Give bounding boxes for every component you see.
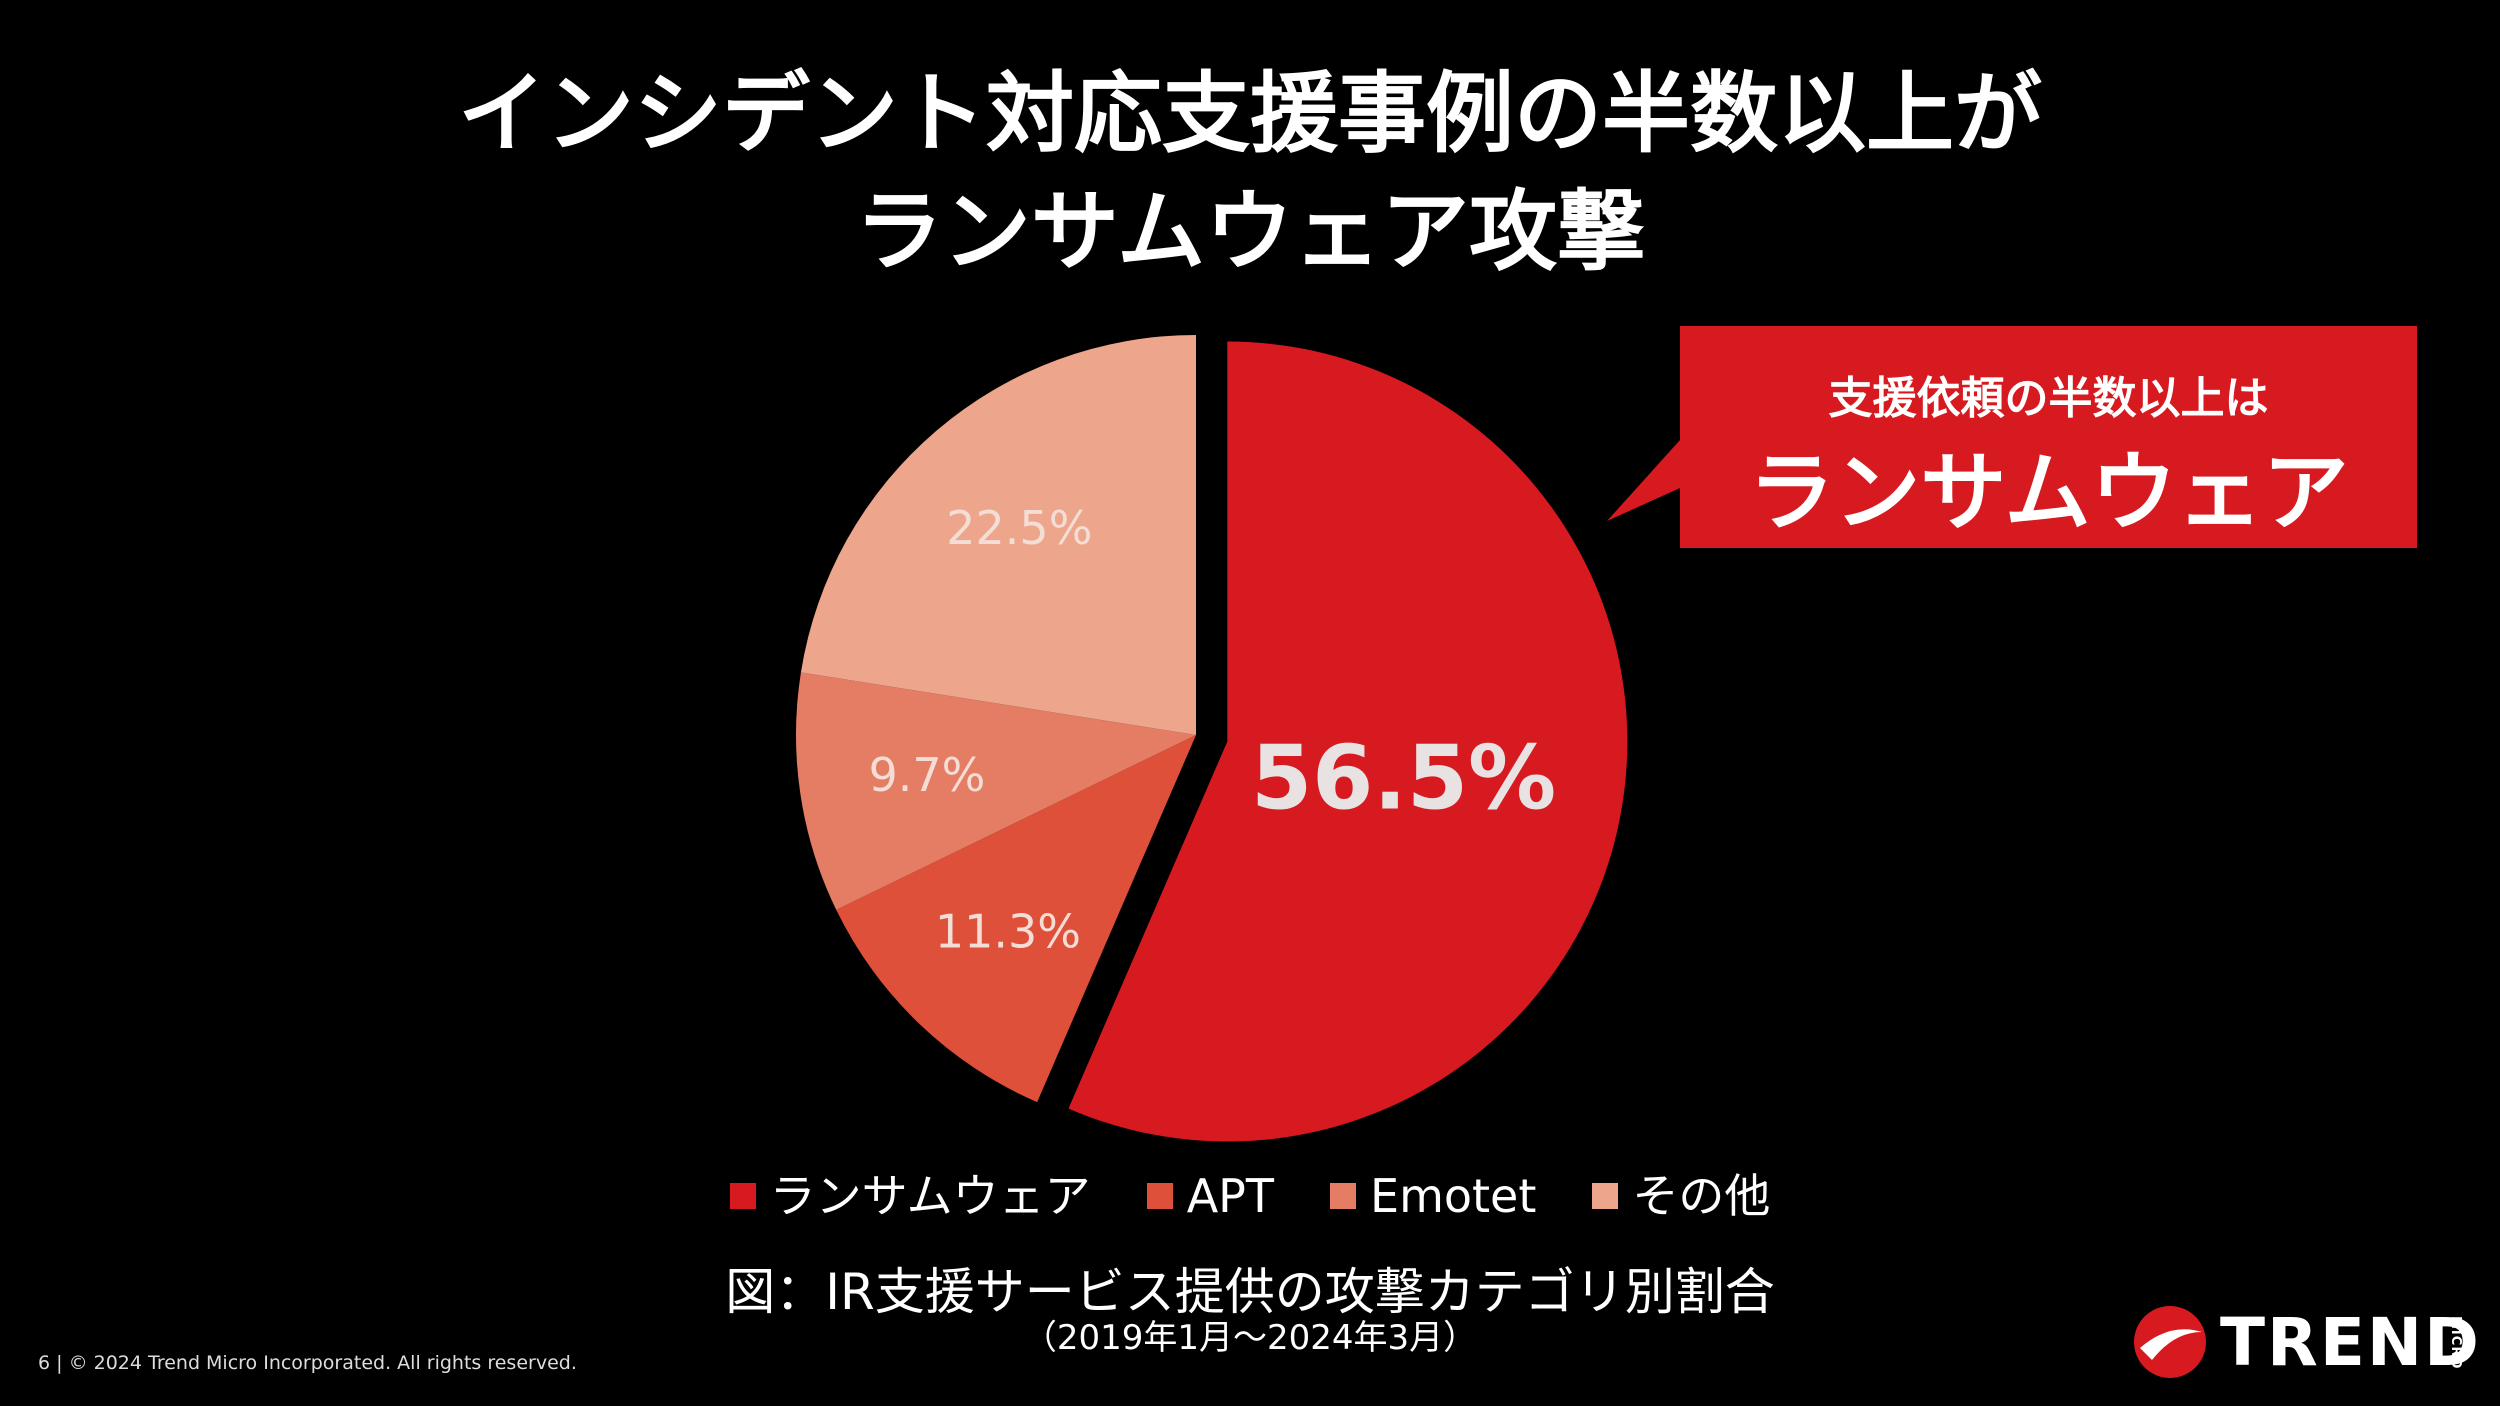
callout-box: 支援依頼の半数以上は ランサムウェア	[1680, 326, 2417, 548]
pie-slice-ransomware	[1068, 341, 1628, 1142]
title-line-2: ランサムウェア攻撃	[854, 180, 1646, 283]
legend-label: APT	[1186, 1169, 1274, 1223]
pie-slice-emotet	[795, 672, 1196, 910]
legend-label: その他	[1632, 1169, 1771, 1223]
legend-swatch	[1330, 1183, 1356, 1209]
legend-item-ransomware: ランサムウェア	[729, 1166, 1091, 1226]
trend-micro-logo: TREND MICRO	[2130, 1302, 2479, 1382]
pie-slice-other	[800, 335, 1196, 735]
pie-slice-apt	[836, 735, 1196, 1103]
data-label-apt: 11.3%	[935, 905, 1081, 959]
figure-period: （2019年1月～2024年3月）	[1022, 1318, 1478, 1358]
data-label-emotet: 9.7%	[869, 748, 986, 802]
data-label-other: 22.5%	[946, 501, 1092, 555]
logo-wordmark: TREND	[2220, 1304, 2481, 1381]
legend-label: ランサムウェア	[769, 1169, 1091, 1223]
callout-main-text: ランサムウェア	[1748, 443, 2349, 543]
title-line-1: インシデント対応支援事例の半数以上が	[457, 62, 2042, 165]
legend-item-emotet: Emotet	[1330, 1166, 1536, 1226]
logo-micro-text: MICRO	[2448, 1316, 2463, 1370]
copyright-footer: 6 | © 2024 Trend Micro Incorporated. All…	[38, 1352, 577, 1374]
legend-item-other: その他	[1592, 1166, 1770, 1226]
chart-legend: ランサムウェア APT Emotet その他	[0, 1166, 2500, 1226]
data-label-ransomware: 56.5%	[1251, 726, 1556, 829]
legend-swatch	[729, 1183, 756, 1209]
legend-item-apt: APT	[1146, 1166, 1274, 1226]
legend-swatch	[1592, 1183, 1619, 1209]
callout-subtitle: 支援依頼の半数以上は	[1828, 373, 2269, 424]
page-title: インシデント対応支援事例の半数以上が ランサムウェア攻撃	[0, 55, 2500, 291]
figure-caption: 図：IR支援サービス提供の攻撃カテゴリ別割合	[725, 1263, 1775, 1321]
legend-label: Emotet	[1370, 1169, 1537, 1223]
legend-swatch	[1146, 1183, 1173, 1209]
trend-micro-logo-icon	[2134, 1306, 2206, 1378]
